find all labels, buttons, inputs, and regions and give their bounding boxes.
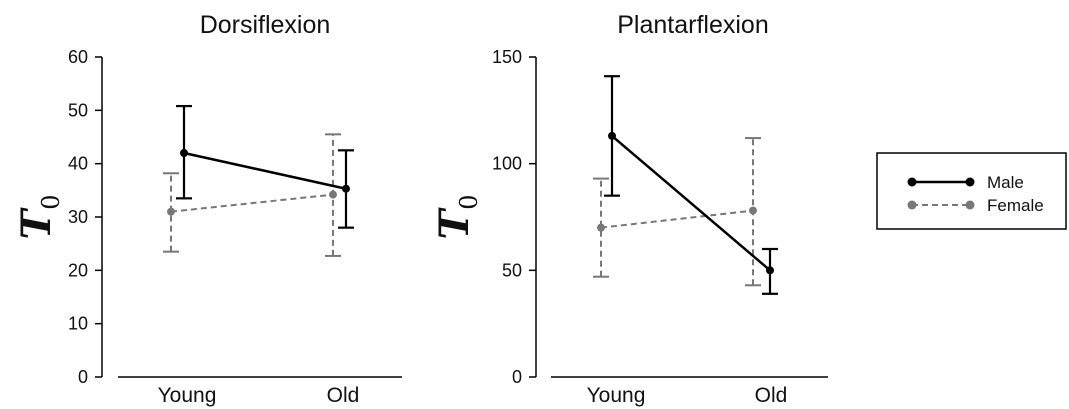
data-point-male: [766, 266, 774, 275]
y-tick-label: 0: [78, 367, 88, 387]
y-axis-label-subscript: 0: [455, 194, 483, 209]
series-marks: [593, 75, 778, 295]
y-axis-label-subscript: 0: [37, 194, 65, 209]
x-tick-label-young: Young: [158, 384, 217, 407]
y-tick-label: 50: [502, 260, 522, 280]
x-tick-label-old: Old: [755, 384, 788, 407]
series-line-female: [170, 193, 334, 213]
y-tick-label: 100: [492, 154, 522, 174]
x-tick-label-old: Old: [327, 384, 360, 407]
data-point-female: [597, 223, 605, 232]
y-tick-label: 40: [68, 154, 88, 174]
y-tick-label: 30: [68, 207, 88, 227]
legend-label-female: Female: [987, 196, 1044, 215]
y-tick-label: 20: [68, 260, 88, 280]
series-line-male: [183, 151, 347, 190]
legend-marker-male: [907, 177, 917, 187]
y-ticks: 0 10 20 30 40 50 60: [68, 47, 102, 387]
y-axis-label-main: T: [13, 207, 60, 240]
y-tick-label: 150: [492, 47, 522, 67]
y-tick-label: 0: [512, 367, 522, 387]
data-point-female: [749, 206, 757, 215]
legend-marker-female: [965, 200, 975, 210]
legend-box: [876, 152, 1067, 230]
y-tick-label: 10: [68, 314, 88, 334]
series-marks: [163, 104, 354, 257]
series-line-male: [611, 134, 771, 272]
data-point-male: [180, 149, 188, 157]
legend: Male Female: [876, 152, 1067, 230]
data-point-female: [329, 190, 337, 199]
legend-label-male: Male: [987, 173, 1024, 192]
data-point-female: [167, 207, 175, 216]
legend-marker-male: [965, 177, 975, 187]
chart-title: Plantarflexion: [617, 11, 768, 39]
series-line-female: [600, 209, 754, 229]
legend-marker-female: [907, 200, 917, 210]
y-tick-label: 50: [68, 100, 88, 120]
data-point-male: [608, 131, 616, 140]
data-point-male: [342, 184, 350, 193]
x-tick-label-young: Young: [587, 384, 646, 407]
chart-title: Dorsiflexion: [200, 11, 331, 39]
y-axis-label: T0: [13, 194, 65, 239]
y-axis-label: T0: [431, 194, 483, 239]
y-ticks: 0 50 100 150: [492, 47, 536, 387]
y-tick-label: 60: [68, 47, 88, 67]
y-axis-label-main: T: [431, 207, 478, 240]
